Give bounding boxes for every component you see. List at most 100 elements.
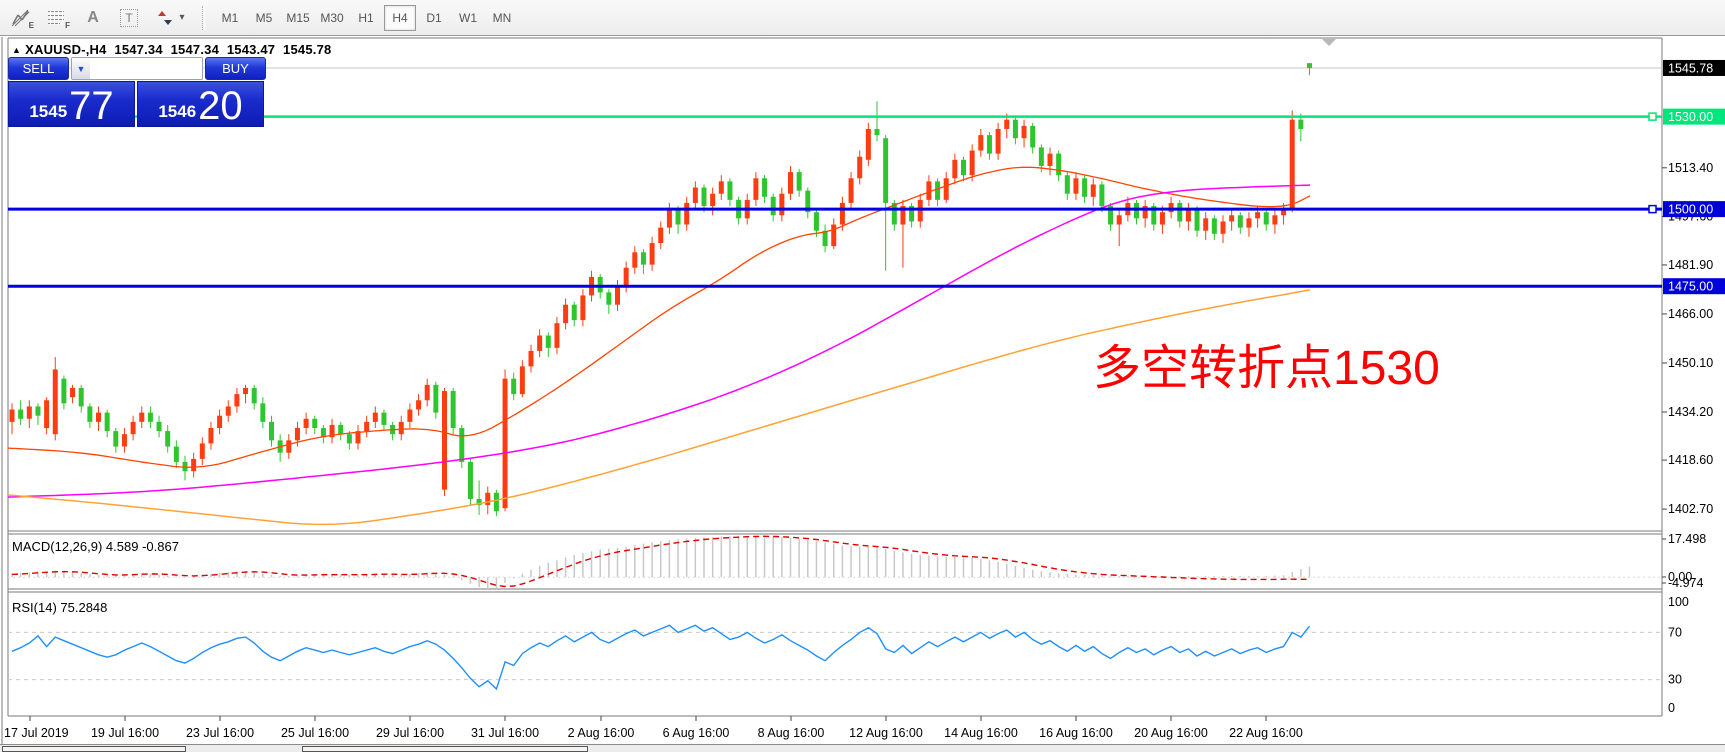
candle[interactable]	[1021, 119, 1027, 148]
candle[interactable]	[917, 193, 923, 228]
candle[interactable]	[796, 169, 802, 197]
candle[interactable]	[1177, 199, 1183, 228]
candle[interactable]	[545, 332, 551, 358]
candle[interactable]	[1151, 202, 1157, 231]
candle[interactable]	[52, 357, 58, 441]
timeframe-button-m5[interactable]: M5	[255, 10, 273, 25]
candle[interactable]	[1142, 199, 1148, 228]
candle[interactable]	[1289, 110, 1295, 213]
candle[interactable]	[269, 415, 274, 447]
candle[interactable]	[1307, 63, 1312, 76]
timeframe-button-h1[interactable]: H1	[358, 10, 374, 25]
candle[interactable]	[909, 202, 915, 228]
candle[interactable]	[355, 424, 361, 450]
candle[interactable]	[1064, 172, 1070, 200]
timeframe-button-w1[interactable]: W1	[459, 10, 477, 25]
candle[interactable]	[632, 246, 638, 274]
candle[interactable]	[986, 132, 992, 160]
timeframe-button-mn[interactable]: MN	[492, 10, 512, 25]
candle[interactable]	[788, 165, 793, 200]
candle[interactable]	[286, 434, 292, 459]
candle[interactable]	[459, 424, 465, 469]
candle[interactable]	[113, 428, 119, 453]
candle[interactable]	[312, 415, 318, 435]
candle[interactable]	[805, 187, 811, 219]
candle[interactable]	[839, 196, 845, 231]
candle[interactable]	[519, 360, 525, 398]
candle[interactable]	[398, 415, 404, 441]
candle[interactable]	[130, 415, 136, 441]
sell-button[interactable]: SELL	[8, 57, 69, 80]
candle[interactable]	[640, 249, 646, 274]
candle[interactable]	[338, 421, 344, 441]
hline-1530[interactable]	[8, 112, 1662, 121]
bottom-window-tab[interactable]	[302, 746, 588, 752]
candle[interactable]	[1073, 172, 1079, 200]
candle[interactable]	[165, 424, 171, 453]
candle[interactable]	[511, 372, 517, 401]
candle[interactable]	[485, 486, 491, 515]
candle[interactable]	[969, 144, 975, 182]
candle[interactable]	[320, 424, 326, 444]
candle[interactable]	[191, 452, 197, 478]
candle[interactable]	[243, 384, 249, 404]
candle[interactable]	[554, 317, 560, 355]
candle[interactable]	[346, 431, 352, 450]
candle[interactable]	[935, 178, 941, 207]
candle[interactable]	[857, 150, 863, 185]
candle[interactable]	[372, 406, 378, 429]
candle[interactable]	[770, 193, 776, 222]
candle[interactable]	[1246, 212, 1252, 237]
hline-1500[interactable]	[8, 204, 1662, 214]
candle[interactable]	[260, 397, 266, 429]
candle[interactable]	[710, 187, 716, 216]
candle[interactable]	[1012, 116, 1018, 145]
candle[interactable]	[692, 181, 698, 210]
candle[interactable]	[1030, 122, 1036, 154]
candle[interactable]	[1194, 206, 1200, 237]
candle[interactable]	[1056, 150, 1062, 182]
candle[interactable]	[208, 421, 214, 450]
candle[interactable]	[467, 458, 473, 506]
candle[interactable]	[727, 178, 733, 207]
candle[interactable]	[147, 406, 153, 429]
candle[interactable]	[978, 128, 984, 157]
timeframe-button-m30[interactable]: M30	[320, 10, 344, 25]
candle[interactable]	[1159, 206, 1165, 234]
candle[interactable]	[537, 329, 543, 358]
candle[interactable]	[779, 187, 785, 222]
candle[interactable]	[943, 172, 949, 203]
candle[interactable]	[718, 175, 724, 200]
collapse-icon[interactable]: ▲	[12, 45, 22, 55]
candle[interactable]	[96, 406, 101, 432]
candle[interactable]	[1168, 196, 1174, 219]
candle[interactable]	[493, 489, 499, 516]
candle[interactable]	[563, 298, 569, 330]
candle[interactable]	[78, 384, 84, 413]
candle[interactable]	[329, 418, 335, 444]
candle[interactable]	[952, 153, 958, 185]
buy-quote[interactable]: 1546 20	[137, 81, 264, 127]
candle[interactable]	[528, 344, 534, 373]
candle[interactable]	[822, 224, 828, 253]
candle[interactable]	[883, 135, 889, 271]
candle[interactable]	[121, 428, 127, 453]
candle[interactable]	[1185, 202, 1191, 231]
candle[interactable]	[87, 403, 93, 429]
candle[interactable]	[364, 415, 370, 438]
candles-layer[interactable]	[9, 63, 1313, 516]
candle[interactable]	[762, 175, 768, 203]
timeframe-button-d1[interactable]: D1	[426, 10, 442, 25]
candle[interactable]	[831, 218, 837, 250]
candle[interactable]	[1281, 202, 1287, 225]
candle[interactable]	[234, 387, 240, 413]
candle[interactable]	[848, 172, 854, 210]
candle[interactable]	[433, 381, 439, 419]
candle[interactable]	[1116, 209, 1122, 247]
candle[interactable]	[1134, 199, 1139, 225]
candle[interactable]	[424, 378, 430, 407]
candle[interactable]	[813, 209, 819, 237]
candle[interactable]	[571, 301, 577, 327]
candle[interactable]	[1203, 212, 1209, 240]
